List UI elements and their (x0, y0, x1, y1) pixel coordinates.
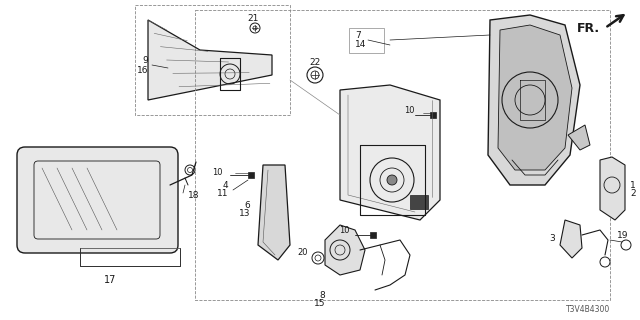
Text: 11: 11 (216, 188, 228, 197)
Text: 20: 20 (298, 247, 308, 257)
Text: 1: 1 (630, 180, 636, 189)
Bar (410, 195, 428, 209)
Text: 2: 2 (630, 188, 636, 197)
Text: 9: 9 (142, 55, 148, 65)
Bar (248, 172, 254, 178)
Polygon shape (560, 220, 582, 258)
Bar (430, 112, 436, 118)
Polygon shape (340, 85, 440, 220)
Polygon shape (568, 125, 590, 150)
Bar (80, 248, 180, 266)
Text: 7: 7 (355, 30, 361, 39)
Text: 22: 22 (309, 58, 321, 67)
Text: 10: 10 (339, 226, 350, 235)
Text: 3: 3 (549, 234, 555, 243)
Text: 14: 14 (355, 39, 366, 49)
Polygon shape (148, 20, 272, 100)
Text: 8: 8 (319, 291, 325, 300)
Bar (370, 232, 376, 238)
Circle shape (387, 175, 397, 185)
Polygon shape (600, 157, 625, 220)
Bar (195, 10, 610, 300)
Text: 17: 17 (104, 275, 116, 285)
Text: 13: 13 (239, 209, 250, 218)
FancyBboxPatch shape (17, 147, 178, 253)
Text: 10: 10 (212, 167, 223, 177)
Polygon shape (325, 225, 365, 275)
Polygon shape (498, 25, 572, 170)
Text: 10: 10 (404, 106, 415, 115)
Text: 21: 21 (247, 13, 259, 22)
Text: T3V4B4300: T3V4B4300 (566, 306, 610, 315)
Bar (349, 28, 384, 53)
Text: 4: 4 (222, 180, 228, 189)
Text: 15: 15 (314, 299, 325, 308)
Text: 18: 18 (188, 190, 200, 199)
Text: FR.: FR. (577, 22, 600, 35)
Text: 6: 6 (244, 201, 250, 210)
Text: 19: 19 (617, 230, 628, 239)
Polygon shape (258, 165, 290, 260)
Polygon shape (488, 15, 580, 185)
Text: 16: 16 (136, 66, 148, 75)
Bar (135, 5, 290, 115)
